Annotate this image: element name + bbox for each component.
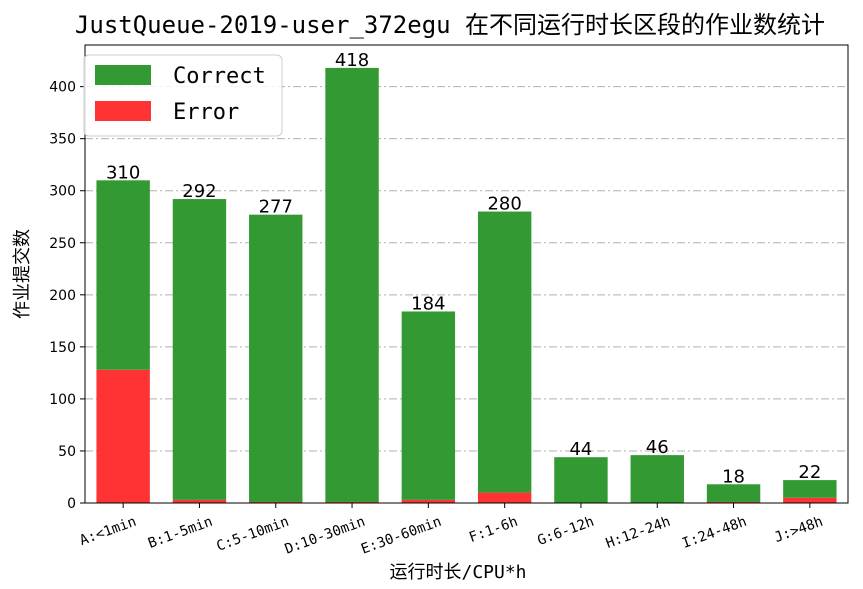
y-tick-label: 150 (49, 340, 76, 356)
y-tick-label: 200 (49, 288, 76, 304)
bar-total-label: 292 (182, 181, 216, 202)
x-tick-label: D:10-30min (283, 514, 368, 558)
bar-correct-h-12-24h (630, 455, 684, 503)
legend-label-error: Error (173, 100, 239, 125)
x-tick-label: B:1-5min (146, 514, 215, 552)
x-tick-label: G:6-12h (535, 514, 596, 549)
x-axis-ticks: A:<1min B:1-5min C:5-10minD:10-30minE:30-6… (78, 503, 825, 558)
bar-correct-a-1min (96, 180, 150, 370)
x-tick-label: E:30-60min (359, 514, 444, 558)
bar-correct-c-5-10min (249, 214, 303, 502)
x-tick-label: C:5-10min (214, 514, 291, 555)
grid-lines (85, 86, 848, 452)
y-tick-label: 350 (49, 132, 76, 148)
bar-total-label: 22 (798, 462, 821, 483)
bar-correct-d-10-30min (325, 67, 379, 502)
bars (96, 67, 837, 503)
bar-correct-f-1-6h (477, 211, 532, 493)
bar-total-label: 46 (646, 437, 669, 458)
bar-correct-i-24-48h (706, 484, 761, 502)
bar-error-a-1min (96, 369, 150, 503)
bar-correct-b-1-5min (172, 199, 227, 500)
bar-total-label: 18 (722, 466, 745, 487)
bar-error-b-1-5min (172, 499, 227, 503)
bar-correct-g-6-12h (554, 457, 608, 503)
bar-correct-e-30-60min (401, 311, 456, 500)
y-tick-label: 300 (49, 184, 76, 200)
y-tick-label: 100 (49, 392, 76, 408)
x-tick-label: H:12-24h (604, 514, 673, 552)
legend: Correct Error (83, 54, 283, 137)
y-tick-label: 0 (67, 496, 76, 512)
x-tick-label: A:<1min (78, 514, 139, 549)
bar-total-label: 418 (335, 50, 369, 71)
bar-correct-j-48h (783, 480, 837, 498)
bar-labels: 310 292 277 418 184 280 44 46 18 22 (106, 50, 821, 487)
y-axis-ticks: 0 50 100 150 200 250 300 350 400 (49, 80, 85, 512)
legend-swatch-error (95, 101, 151, 121)
bar-error-c-5-10min (249, 501, 303, 503)
y-tick-label: 400 (49, 80, 76, 96)
x-axis-label: 运行时长/CPU*h (389, 562, 526, 583)
bar-error-e-30-60min (401, 499, 456, 503)
x-tick-label: J:>48h (772, 514, 825, 546)
bar-total-label: 184 (411, 293, 445, 314)
bar-total-label: 280 (487, 194, 521, 215)
bar-error-j-48h (783, 497, 837, 503)
legend-label-correct: Correct (173, 64, 266, 89)
legend-swatch-correct (95, 65, 151, 85)
y-axis-label: 作业提交数 (12, 229, 33, 319)
bar-total-label: 310 (106, 162, 140, 183)
x-tick-label: I:24-48h (680, 514, 749, 552)
bar-total-label: 44 (569, 439, 592, 460)
bar-error-d-10-30min (325, 501, 379, 503)
chart-title: JustQueue-2019-user_372egu 在不同运行时长区段的作业数… (75, 11, 825, 39)
bar-error-f-1-6h (477, 492, 532, 503)
bar-total-label: 277 (259, 197, 293, 218)
bar-error-i-24-48h (706, 501, 761, 503)
y-tick-label: 50 (58, 444, 76, 460)
plot-frame (84, 44, 849, 504)
y-tick-label: 250 (49, 236, 76, 252)
x-tick-label: F:1-6h (467, 514, 520, 546)
